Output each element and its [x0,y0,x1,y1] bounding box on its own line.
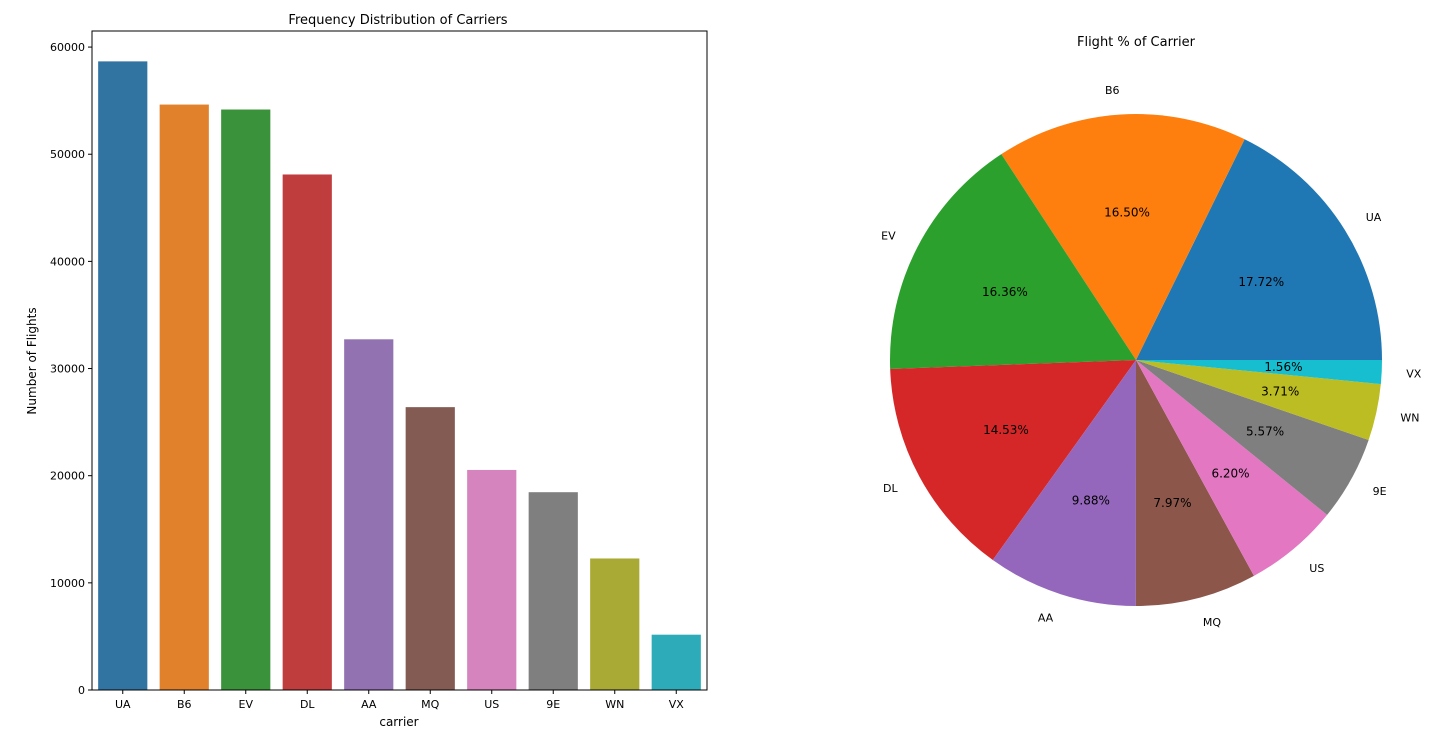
pie-slice-aa [992,360,1136,606]
bar-chart-title: Frequency Distribution of Carriers [288,13,507,28]
pie-percent-label: 7.97% [1153,496,1191,510]
pie-percent-label: 9.88% [1072,494,1110,508]
pie-slice-us [1136,360,1328,576]
bar-aa [344,339,394,690]
bar-vx [651,634,701,690]
pie-label: UA [1366,211,1382,224]
x-tick-label: DL [300,698,315,711]
pie-label: WN [1400,412,1419,425]
y-tick-label: 10000 [50,577,85,590]
pie-label: VX [1406,367,1422,380]
pie-chart-title: Flight % of Carrier [1077,35,1196,50]
pie-labels: UA 17.72% B6 16.50% EV 16.36% DL 14.53% AA 9.88% M… [881,84,1422,629]
pie-slice-ua [1136,139,1382,360]
pie-percent-label: 14.53% [983,423,1029,437]
pie-slice-9e [1136,360,1369,515]
x-tick-label: WN [605,698,624,711]
y-tick-label: 30000 [50,363,85,376]
pie-percent-label: 17.72% [1238,275,1284,289]
pie-percent-label: 6.20% [1211,466,1249,480]
y-axis-label: Number of Flights [25,307,39,414]
pie-chart: Flight % of Carrier UA 17.72% B6 16.50% EV 16… [881,35,1422,629]
x-tick-label: UA [115,698,131,711]
x-axis-label: carrier [379,715,418,729]
pie-percent-label: 16.36% [982,285,1028,299]
pie-slice-mq [1135,360,1254,607]
y-tick-label: 50000 [50,148,85,161]
y-tick-label: 0 [78,684,85,697]
pie-slice-dl [890,360,1136,561]
x-tick-label: VX [669,698,685,711]
x-tick-label: B6 [177,698,192,711]
pie-label: DL [883,482,898,495]
pie-percent-label: 5.57% [1246,425,1284,439]
bar-ev [221,109,271,690]
pie-percent-label: 16.50% [1104,206,1150,220]
pie-slice-b6 [1001,114,1245,360]
pie-label: 9E [1373,485,1387,498]
bar-dl [282,174,332,690]
y-tick-label: 20000 [50,470,85,483]
pie-label: B6 [1105,84,1120,97]
pie-slices [890,114,1382,607]
bar-ua [98,61,148,690]
pie-slice-ev [890,154,1136,369]
x-axis-ticks: UA B6 EV DL AA MQ US 9E WN VX [115,690,684,711]
x-tick-label: AA [361,698,377,711]
bar-mq [405,407,455,690]
y-tick-label: 40000 [50,255,85,268]
x-tick-label: MQ [421,698,439,711]
pie-label: AA [1038,612,1054,625]
pie-percent-label: 3.71% [1261,384,1299,398]
bar-plot-frame [91,30,708,691]
bar-b6 [159,104,209,691]
pie-label: EV [881,230,896,243]
bar-9e [528,492,578,690]
pie-percent-label: 1.56% [1264,360,1302,374]
x-tick-label: 9E [546,698,560,711]
pie-slice-wn [1136,360,1381,440]
pie-label: MQ [1203,616,1221,629]
x-tick-label: EV [239,698,254,711]
y-tick-label: 60000 [50,41,85,54]
bar-chart: Frequency Distribution of Carriers 0 1000… [25,13,708,729]
y-axis-ticks: 0 10000 20000 30000 40000 50000 60000 [50,41,92,697]
pie-label: US [1309,562,1324,575]
bar-marks [98,61,701,691]
x-tick-label: US [484,698,499,711]
pie-slice-vx [1136,360,1382,385]
bar-wn [590,558,640,690]
bar-us [467,469,517,690]
